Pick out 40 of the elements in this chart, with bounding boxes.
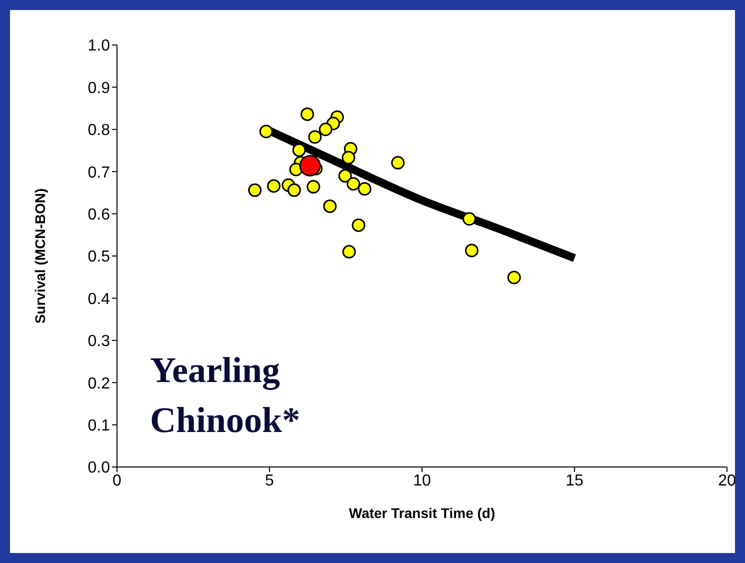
point (318, 122, 332, 136)
y-tick-label: 1.0 (88, 38, 110, 55)
point (292, 143, 306, 157)
y-tick-label: 0.2 (88, 375, 110, 392)
point (248, 183, 262, 197)
point (300, 107, 314, 121)
point (323, 199, 337, 213)
point (352, 218, 366, 232)
x-tick-label: 15 (566, 472, 584, 490)
y-tick-label: 0.9 (88, 80, 110, 97)
point (287, 183, 301, 197)
point (299, 154, 321, 176)
y-tick-label: 0.1 (88, 417, 110, 434)
point (464, 244, 478, 258)
x-tick-label: 20 (718, 472, 736, 490)
point (507, 270, 521, 284)
point (306, 180, 320, 194)
point (308, 130, 322, 144)
y-tick-label: 0.8 (88, 122, 110, 140)
y-tick-label: 0.3 (88, 333, 110, 350)
point (358, 182, 372, 196)
point (342, 150, 356, 164)
point (342, 245, 356, 259)
y-tick-label: 0.4 (88, 290, 110, 308)
y-tick-label: 0.5 (88, 248, 110, 266)
x-tick-label: 5 (265, 472, 274, 490)
y-tick-label: 0.0 (88, 460, 110, 477)
x-axis-title: Water Transit Time (d) (348, 505, 496, 521)
point (259, 124, 273, 138)
point (267, 179, 281, 193)
point (462, 212, 476, 226)
y-tick-label: 0.7 (88, 164, 110, 182)
annotation: Yearling Chinook* (150, 349, 302, 442)
point (338, 169, 352, 183)
y-tick-label: 0.6 (88, 206, 110, 224)
y-axis-title: Survival (MCN-BON) (32, 188, 48, 324)
point (391, 156, 405, 170)
x-tick-label: 10 (413, 472, 431, 490)
point (346, 177, 360, 191)
x-tick-label: 0 (112, 472, 122, 490)
